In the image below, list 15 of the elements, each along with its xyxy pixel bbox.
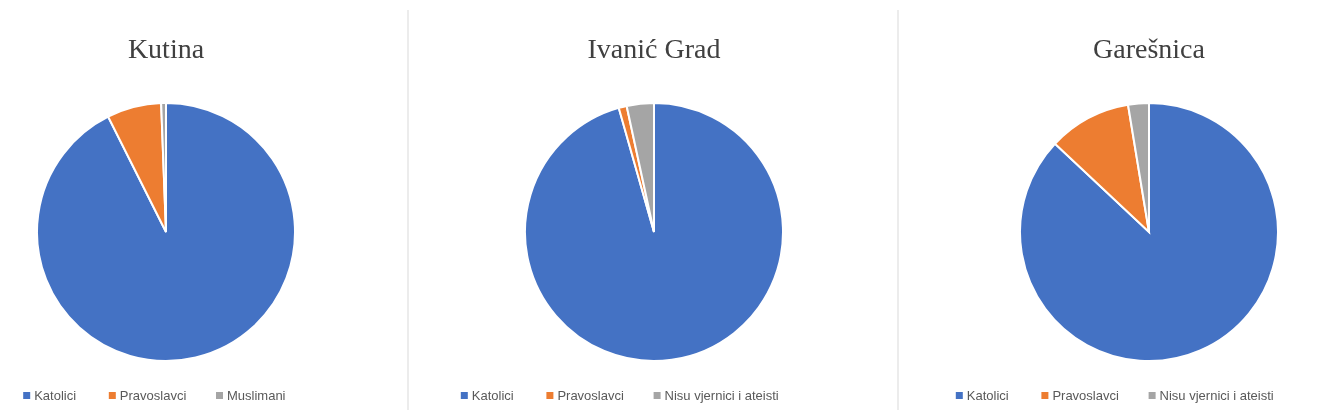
legend-label: Pravoslavci — [1052, 388, 1119, 403]
legend-label: Muslimani — [227, 388, 286, 403]
legend-label: Pravoslavci — [119, 388, 187, 403]
chart-title: Garešnica — [1093, 33, 1206, 64]
legend-label: Katolici — [966, 388, 1009, 403]
chart-title: Kutina — [127, 33, 205, 64]
legend-label: Nisu vjernici i ateisti — [664, 388, 779, 403]
legend-label: Katolici — [34, 388, 77, 403]
pie-slice — [524, 102, 784, 362]
legend-label: Pravoslavci — [557, 388, 624, 403]
legend-label: Katolici — [471, 388, 514, 403]
chart-title: Ivanić Grad — [587, 33, 721, 64]
pie-slice — [1019, 102, 1279, 362]
legend-label: Nisu vjernici i ateisti — [1159, 388, 1274, 403]
pie-slice — [36, 102, 296, 362]
